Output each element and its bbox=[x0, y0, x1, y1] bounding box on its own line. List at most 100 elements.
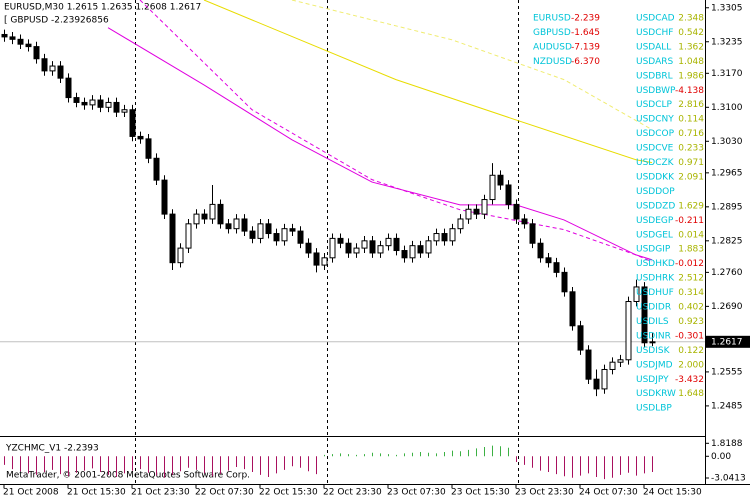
y-tick-label: 1.3235 bbox=[711, 37, 743, 47]
moving-average bbox=[139, 0, 653, 263]
y-tick-label: 1.2825 bbox=[711, 236, 743, 246]
candle-body bbox=[193, 213, 200, 225]
x-tick-label: 22 Oct 23:30 bbox=[323, 488, 382, 498]
pair-symbol: USDIDR bbox=[636, 303, 671, 313]
pair-symbol: USDBRL bbox=[636, 71, 673, 81]
pair-symbol: USDILS bbox=[636, 317, 669, 327]
candle-body bbox=[593, 378, 600, 390]
pair-value: 0.122 bbox=[678, 346, 704, 356]
pair-symbol: USDCZK bbox=[636, 158, 675, 168]
candle-body bbox=[321, 257, 328, 266]
candle-body bbox=[209, 203, 216, 220]
x-tick-label: 23 Oct 23:30 bbox=[515, 488, 574, 498]
pair-value: 0.402 bbox=[678, 303, 704, 313]
candle-body bbox=[353, 247, 360, 254]
y-tick-label: 1.2485 bbox=[711, 401, 743, 411]
candle-body bbox=[329, 237, 336, 259]
pair-value: 0.923 bbox=[678, 317, 704, 327]
candle-body bbox=[521, 218, 528, 225]
candle-body bbox=[393, 237, 400, 252]
x-tick-label: 22 Oct 07:30 bbox=[195, 488, 254, 498]
candle-body bbox=[561, 271, 568, 293]
pair-symbol: USDCOP bbox=[636, 129, 675, 139]
candle-body bbox=[633, 286, 640, 303]
x-tick-label: 24 Oct 07:30 bbox=[579, 488, 638, 498]
candle-body bbox=[97, 99, 104, 108]
candle-body bbox=[385, 237, 392, 247]
candle-body bbox=[369, 240, 376, 254]
candle-body bbox=[649, 341, 656, 344]
candle-body bbox=[457, 218, 464, 230]
pair-symbol: AUDUSD bbox=[533, 42, 572, 52]
pair-symbol: USDKRW bbox=[636, 389, 676, 399]
pair-value: -0.012 bbox=[675, 259, 704, 269]
candle-body bbox=[249, 230, 256, 239]
candle-body bbox=[313, 252, 320, 266]
y-tick-label: -3.0413 bbox=[711, 474, 746, 484]
pair-value: 2.000 bbox=[678, 360, 704, 370]
y-tick-label: 1.3030 bbox=[711, 137, 743, 147]
current-price-box bbox=[706, 335, 750, 348]
pair-value: 2.091 bbox=[678, 172, 704, 182]
pair-symbol: EURUSD bbox=[533, 14, 571, 24]
pair-value: -1.645 bbox=[571, 28, 600, 38]
pair-symbol: USDJPY bbox=[636, 375, 669, 385]
pair-symbol: USDEGP bbox=[636, 216, 674, 226]
x-tick-label: 24 Oct 15:30 bbox=[643, 488, 702, 498]
pair-symbol: USDCLP bbox=[636, 100, 673, 110]
pair-value: 1.629 bbox=[678, 201, 704, 211]
pair-value: 0.542 bbox=[678, 28, 704, 38]
y-tick-label: 1.2690 bbox=[711, 302, 743, 312]
candle-body bbox=[601, 368, 608, 390]
y-tick-label: 1.2760 bbox=[711, 268, 743, 278]
candle-body bbox=[417, 245, 424, 254]
pair-symbol: GBPUSD bbox=[533, 28, 571, 38]
y-tick-label: 0.00 bbox=[711, 452, 731, 462]
pair-value: -2.239 bbox=[571, 14, 600, 24]
candle-body bbox=[609, 361, 616, 370]
candle-body bbox=[297, 230, 304, 244]
x-tick-label: 22 Oct 15:30 bbox=[259, 488, 318, 498]
pair-value: 0.233 bbox=[678, 144, 704, 154]
pair-value: 2.816 bbox=[678, 100, 704, 110]
pair-symbol: USDCVE bbox=[636, 144, 674, 154]
pair-value: 0.971 bbox=[678, 158, 704, 168]
candle-body bbox=[265, 223, 272, 235]
candle-body bbox=[169, 213, 176, 264]
y-tick-label: 1.3100 bbox=[711, 103, 743, 113]
candle-body bbox=[641, 286, 648, 344]
indicator-title: YZCHMC_V1 -2.2393 bbox=[5, 444, 99, 454]
candle-body bbox=[1, 33, 8, 38]
pair-symbol: USDJMD bbox=[636, 360, 673, 370]
pair-symbol: USDGEL bbox=[636, 230, 673, 240]
candle-body bbox=[17, 38, 24, 45]
pair-symbol: USDARS bbox=[636, 57, 673, 67]
pair-symbol: USDINR bbox=[636, 331, 671, 341]
pair-value: 2.348 bbox=[678, 14, 704, 24]
candle-body bbox=[433, 233, 440, 242]
pair-value: 1.048 bbox=[678, 57, 704, 67]
candle-body bbox=[113, 101, 120, 113]
pair-value: 0.014 bbox=[678, 230, 704, 240]
candle-body bbox=[481, 199, 488, 215]
pair-symbol: USDCNY bbox=[636, 115, 674, 125]
candle-body bbox=[553, 262, 560, 273]
candle-body bbox=[153, 157, 160, 181]
pair-symbol: USDDOP bbox=[636, 187, 675, 197]
candle-body bbox=[377, 245, 384, 254]
x-tick-label: 23 Oct 07:30 bbox=[387, 488, 446, 498]
chart-title: EURUSD,M30 1.2615 1.2635 1.2608 1.2617 bbox=[4, 3, 201, 13]
candle-body bbox=[241, 218, 248, 232]
candle-body bbox=[121, 109, 128, 113]
candle-body bbox=[145, 138, 152, 159]
candle-body bbox=[201, 213, 208, 220]
candle-body bbox=[409, 245, 416, 259]
y-tick-label: 1.3305 bbox=[711, 3, 743, 13]
x-tick-label: 23 Oct 15:30 bbox=[451, 488, 510, 498]
candle-body bbox=[529, 223, 536, 244]
pair-value: 0.716 bbox=[678, 129, 704, 139]
pair-symbol: USDDKK bbox=[636, 172, 675, 182]
candle-body bbox=[41, 58, 48, 72]
current-price-label: 1.2617 bbox=[711, 337, 743, 347]
